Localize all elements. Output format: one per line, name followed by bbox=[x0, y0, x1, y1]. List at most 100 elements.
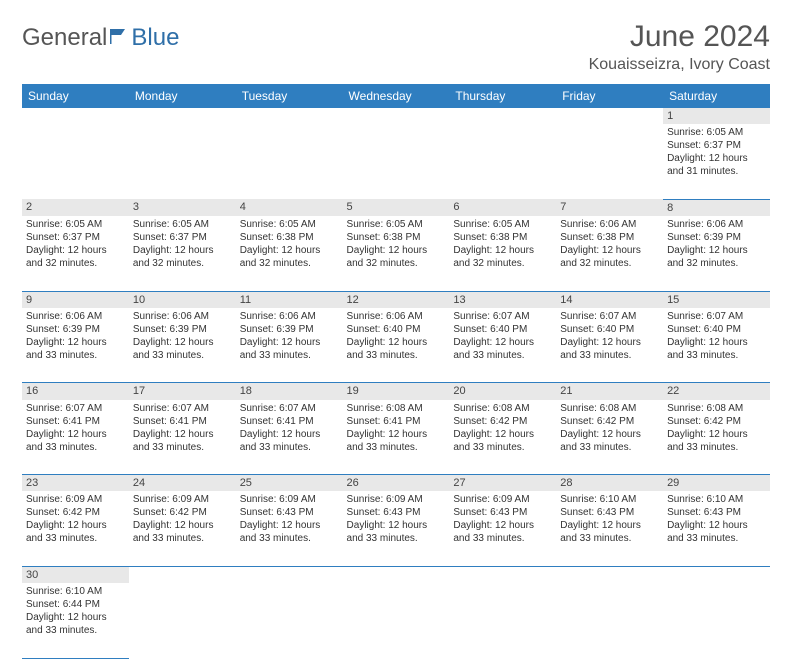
day-cell bbox=[556, 583, 663, 658]
sunrise-text: Sunrise: 6:10 AM bbox=[26, 585, 125, 598]
sunrise-text: Sunrise: 6:07 AM bbox=[240, 402, 339, 415]
day-number-cell bbox=[129, 108, 236, 124]
sunset-text: Sunset: 6:42 PM bbox=[133, 506, 232, 519]
day-number-cell: 7 bbox=[556, 199, 663, 216]
page-title: June 2024 bbox=[589, 20, 770, 54]
sunset-text: Sunset: 6:37 PM bbox=[133, 231, 232, 244]
day-number-cell: 11 bbox=[236, 291, 343, 308]
day-cell: Sunrise: 6:08 AMSunset: 6:42 PMDaylight:… bbox=[556, 400, 663, 475]
day-number-cell: 5 bbox=[343, 199, 450, 216]
weekday-header: Saturday bbox=[663, 84, 770, 108]
sunrise-text: Sunrise: 6:06 AM bbox=[133, 310, 232, 323]
daylight-text: Daylight: 12 hours and 33 minutes. bbox=[26, 519, 125, 545]
sunrise-text: Sunrise: 6:07 AM bbox=[667, 310, 766, 323]
daylight-text: Daylight: 12 hours and 33 minutes. bbox=[667, 428, 766, 454]
day-content-row: Sunrise: 6:07 AMSunset: 6:41 PMDaylight:… bbox=[22, 400, 770, 475]
sunrise-text: Sunrise: 6:06 AM bbox=[26, 310, 125, 323]
day-cell bbox=[556, 124, 663, 199]
weekday-header: Tuesday bbox=[236, 84, 343, 108]
day-number-row: 30 bbox=[22, 566, 770, 583]
flag-icon bbox=[109, 24, 131, 52]
day-content-row: Sunrise: 6:09 AMSunset: 6:42 PMDaylight:… bbox=[22, 491, 770, 566]
day-cell: Sunrise: 6:07 AMSunset: 6:41 PMDaylight:… bbox=[236, 400, 343, 475]
sunset-text: Sunset: 6:41 PM bbox=[26, 415, 125, 428]
day-number-cell: 24 bbox=[129, 475, 236, 492]
day-cell: Sunrise: 6:10 AMSunset: 6:43 PMDaylight:… bbox=[556, 491, 663, 566]
sunset-text: Sunset: 6:41 PM bbox=[347, 415, 446, 428]
day-number-cell bbox=[236, 108, 343, 124]
day-cell: Sunrise: 6:09 AMSunset: 6:43 PMDaylight:… bbox=[343, 491, 450, 566]
weekday-header: Wednesday bbox=[343, 84, 450, 108]
day-number-cell: 16 bbox=[22, 383, 129, 400]
day-cell bbox=[663, 583, 770, 658]
daylight-text: Daylight: 12 hours and 33 minutes. bbox=[453, 336, 552, 362]
sunset-text: Sunset: 6:40 PM bbox=[667, 323, 766, 336]
daylight-text: Daylight: 12 hours and 33 minutes. bbox=[453, 428, 552, 454]
sunrise-text: Sunrise: 6:05 AM bbox=[453, 218, 552, 231]
day-number-cell: 13 bbox=[449, 291, 556, 308]
daylight-text: Daylight: 12 hours and 32 minutes. bbox=[667, 244, 766, 270]
sunrise-text: Sunrise: 6:05 AM bbox=[347, 218, 446, 231]
weekday-header-row: Sunday Monday Tuesday Wednesday Thursday… bbox=[22, 84, 770, 108]
day-number-cell: 28 bbox=[556, 475, 663, 492]
sunrise-text: Sunrise: 6:05 AM bbox=[26, 218, 125, 231]
day-number-cell: 30 bbox=[22, 566, 129, 583]
sunset-text: Sunset: 6:43 PM bbox=[347, 506, 446, 519]
day-cell: Sunrise: 6:05 AMSunset: 6:37 PMDaylight:… bbox=[663, 124, 770, 199]
day-number-cell bbox=[343, 566, 450, 583]
day-cell: Sunrise: 6:09 AMSunset: 6:42 PMDaylight:… bbox=[129, 491, 236, 566]
daylight-text: Daylight: 12 hours and 33 minutes. bbox=[560, 428, 659, 454]
day-number-cell bbox=[449, 108, 556, 124]
daylight-text: Daylight: 12 hours and 33 minutes. bbox=[133, 336, 232, 362]
sunrise-text: Sunrise: 6:07 AM bbox=[26, 402, 125, 415]
sunrise-text: Sunrise: 6:07 AM bbox=[133, 402, 232, 415]
sunrise-text: Sunrise: 6:10 AM bbox=[667, 493, 766, 506]
day-number-cell bbox=[556, 108, 663, 124]
day-number-row: 1 bbox=[22, 108, 770, 124]
day-number-row: 23242526272829 bbox=[22, 475, 770, 492]
daylight-text: Daylight: 12 hours and 32 minutes. bbox=[26, 244, 125, 270]
sunset-text: Sunset: 6:39 PM bbox=[240, 323, 339, 336]
day-content-row: Sunrise: 6:05 AMSunset: 6:37 PMDaylight:… bbox=[22, 124, 770, 199]
day-number-cell bbox=[22, 108, 129, 124]
day-cell: Sunrise: 6:05 AMSunset: 6:38 PMDaylight:… bbox=[449, 216, 556, 291]
daylight-text: Daylight: 12 hours and 31 minutes. bbox=[667, 152, 766, 178]
day-number-cell bbox=[236, 566, 343, 583]
daylight-text: Daylight: 12 hours and 33 minutes. bbox=[560, 336, 659, 362]
day-number-row: 9101112131415 bbox=[22, 291, 770, 308]
daylight-text: Daylight: 12 hours and 32 minutes. bbox=[560, 244, 659, 270]
header: General Blue June 2024 Kouaisseizra, Ivo… bbox=[22, 20, 770, 74]
sunrise-text: Sunrise: 6:05 AM bbox=[667, 126, 766, 139]
sunrise-text: Sunrise: 6:06 AM bbox=[560, 218, 659, 231]
sunset-text: Sunset: 6:40 PM bbox=[560, 323, 659, 336]
daylight-text: Daylight: 12 hours and 33 minutes. bbox=[667, 519, 766, 545]
sunset-text: Sunset: 6:37 PM bbox=[26, 231, 125, 244]
day-cell: Sunrise: 6:06 AMSunset: 6:40 PMDaylight:… bbox=[343, 308, 450, 383]
sunset-text: Sunset: 6:38 PM bbox=[453, 231, 552, 244]
daylight-text: Daylight: 12 hours and 33 minutes. bbox=[560, 519, 659, 545]
sunrise-text: Sunrise: 6:08 AM bbox=[453, 402, 552, 415]
day-cell bbox=[449, 583, 556, 658]
title-block: June 2024 Kouaisseizra, Ivory Coast bbox=[589, 20, 770, 74]
day-number-cell: 25 bbox=[236, 475, 343, 492]
day-cell: Sunrise: 6:08 AMSunset: 6:42 PMDaylight:… bbox=[449, 400, 556, 475]
sunset-text: Sunset: 6:41 PM bbox=[240, 415, 339, 428]
day-number-cell: 15 bbox=[663, 291, 770, 308]
sunset-text: Sunset: 6:40 PM bbox=[347, 323, 446, 336]
day-number-cell: 9 bbox=[22, 291, 129, 308]
daylight-text: Daylight: 12 hours and 33 minutes. bbox=[26, 428, 125, 454]
logo-text-general: General bbox=[22, 24, 107, 52]
day-cell: Sunrise: 6:06 AMSunset: 6:39 PMDaylight:… bbox=[236, 308, 343, 383]
location-text: Kouaisseizra, Ivory Coast bbox=[589, 56, 770, 74]
day-cell: Sunrise: 6:06 AMSunset: 6:39 PMDaylight:… bbox=[22, 308, 129, 383]
day-number-cell: 6 bbox=[449, 199, 556, 216]
sunset-text: Sunset: 6:38 PM bbox=[560, 231, 659, 244]
day-cell: Sunrise: 6:06 AMSunset: 6:39 PMDaylight:… bbox=[129, 308, 236, 383]
daylight-text: Daylight: 12 hours and 33 minutes. bbox=[347, 428, 446, 454]
day-number-cell: 27 bbox=[449, 475, 556, 492]
day-cell bbox=[343, 583, 450, 658]
daylight-text: Daylight: 12 hours and 33 minutes. bbox=[240, 519, 339, 545]
sunrise-text: Sunrise: 6:05 AM bbox=[240, 218, 339, 231]
sunset-text: Sunset: 6:40 PM bbox=[453, 323, 552, 336]
daylight-text: Daylight: 12 hours and 33 minutes. bbox=[133, 519, 232, 545]
